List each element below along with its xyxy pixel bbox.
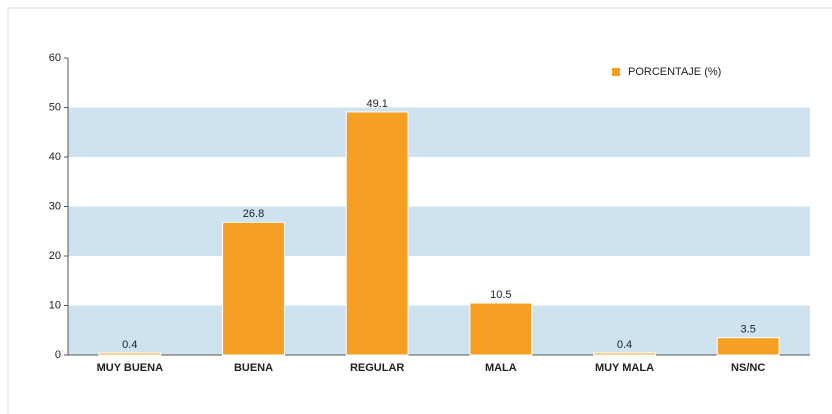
- y-tick-label: 20: [49, 250, 61, 262]
- y-tick-label: 30: [49, 200, 61, 212]
- value-label: 0.4: [617, 339, 632, 351]
- x-tick-label: MUY BUENA: [97, 362, 163, 374]
- legend-label: PORCENTAJE (%): [628, 66, 721, 78]
- y-tick-label: 50: [49, 101, 61, 113]
- bar: [469, 302, 533, 356]
- value-label: 10.5: [490, 289, 511, 301]
- x-tick-label: BUENA: [234, 362, 273, 374]
- y-tick-label: 10: [49, 299, 61, 311]
- y-tick-label: 0: [55, 349, 61, 361]
- value-label: 49.1: [366, 98, 387, 110]
- x-tick-label: MALA: [485, 362, 517, 374]
- x-tick-label: NS/NC: [731, 362, 765, 374]
- bar: [98, 352, 162, 356]
- legend-swatch: [612, 68, 620, 76]
- value-label: 0.4: [122, 339, 137, 351]
- bar: [593, 352, 656, 356]
- y-tick-label: 60: [49, 52, 61, 64]
- bar: [345, 111, 409, 356]
- y-tick-label: 40: [49, 151, 61, 163]
- value-label: 26.8: [243, 208, 264, 220]
- frame: [7, 7, 832, 414]
- value-label: 3.5: [741, 324, 756, 336]
- grid-band: [68, 107, 810, 157]
- grid-band: [68, 305, 810, 355]
- grid-band: [68, 206, 810, 256]
- bar: [716, 337, 780, 356]
- x-tick-label: MUY MALA: [595, 362, 654, 374]
- x-tick-label: REGULAR: [350, 362, 404, 374]
- bar: [222, 221, 285, 356]
